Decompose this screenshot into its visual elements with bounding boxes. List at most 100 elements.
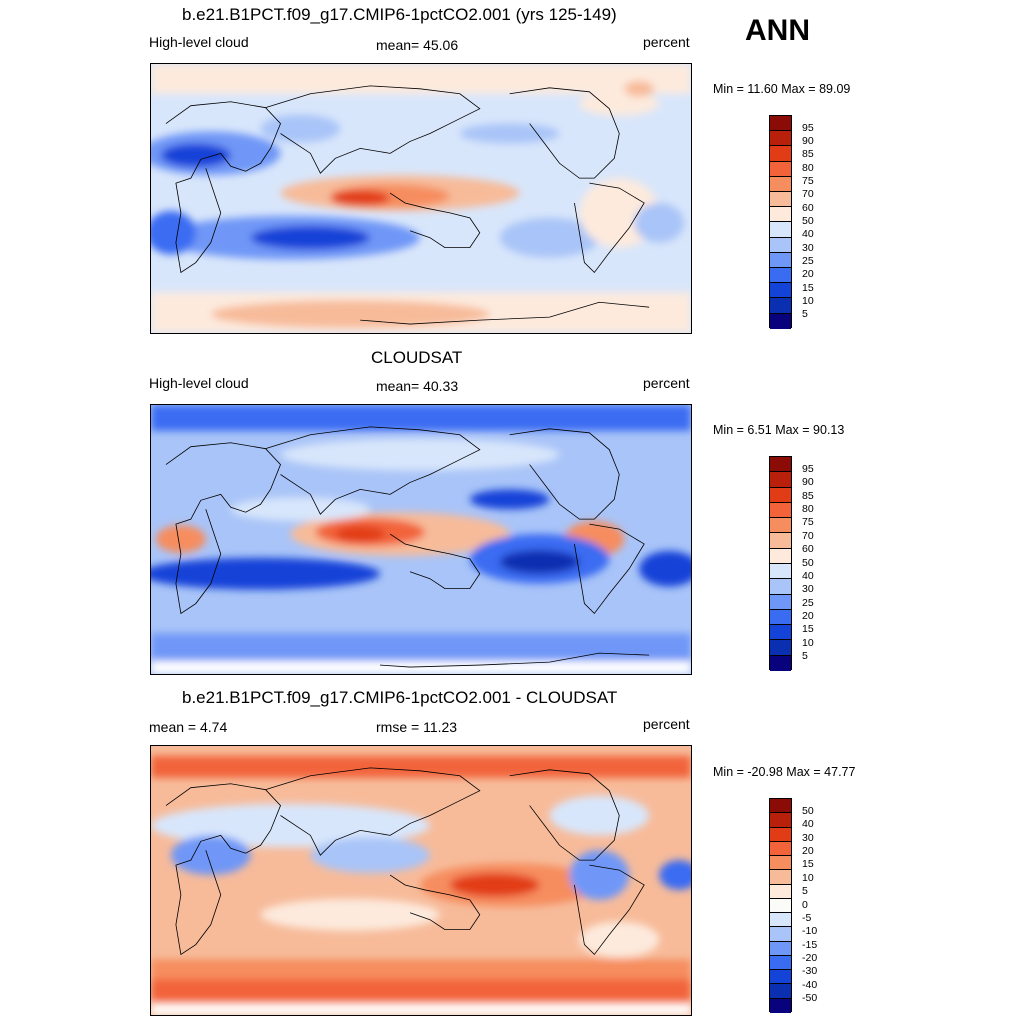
panel-2-map	[150, 404, 692, 675]
panel-3-units-label: percent	[643, 716, 690, 732]
panel-3-colorbar	[769, 798, 792, 1013]
colorbar-tick-label: 50	[802, 804, 814, 817]
colorbar-segment	[770, 487, 791, 503]
colorbar-tick-label: 50	[802, 556, 814, 569]
colorbar-tick-label: -15	[802, 938, 818, 951]
panel-1-minmax: Min = 11.60 Max = 89.09	[713, 82, 851, 96]
panel-1-contour-field	[151, 64, 691, 333]
colorbar-segment	[770, 640, 791, 656]
colorbar-tick-label: 15	[802, 858, 814, 871]
colorbar-segment	[770, 131, 791, 147]
panel-1-coastlines	[165, 85, 650, 325]
colorbar-segment	[770, 594, 791, 610]
colorbar-segment	[770, 313, 791, 329]
panel-2-minmax: Min = 6.51 Max = 90.13	[713, 423, 845, 437]
colorbar-tick-label: 20	[802, 268, 814, 281]
colorbar-tick-label: 10	[802, 636, 814, 649]
colorbar-tick-label: 15	[802, 623, 814, 636]
colorbar-segment	[770, 146, 791, 162]
panel-3-coastlines	[165, 767, 645, 956]
colorbar-segment	[770, 176, 791, 193]
panel-3-title: b.e21.B1PCT.f09_g17.CMIP6-1pctCO2.001 - …	[182, 688, 618, 707]
colorbar-segment	[770, 655, 791, 671]
panel-3-map	[150, 745, 692, 1016]
colorbar-tick-label: 0	[802, 898, 808, 911]
panel-2-units-label: percent	[643, 375, 690, 391]
colorbar-segment	[770, 998, 791, 1013]
season-label: ANN	[745, 14, 810, 47]
colorbar-segment	[770, 222, 791, 238]
colorbar-tick-label: 10	[802, 294, 814, 307]
colorbar-tick-label: 70	[802, 188, 814, 201]
colorbar-tick-label: 85	[802, 148, 814, 161]
colorbar-tick-label: 95	[802, 121, 814, 134]
colorbar-segment	[770, 984, 791, 999]
colorbar-tick-label: 5	[802, 308, 808, 321]
colorbar-tick-label: 75	[802, 175, 814, 188]
colorbar-segment	[770, 116, 791, 132]
colorbar-tick-label: -20	[802, 952, 818, 964]
colorbar-tick-label: 20	[802, 610, 814, 622]
colorbar-segment	[770, 856, 791, 871]
panel-1-map	[150, 63, 692, 334]
colorbar-segment	[770, 472, 791, 488]
colorbar-segment	[770, 457, 791, 473]
colorbar-tick-label: 95	[802, 462, 814, 475]
colorbar-tick-label: 25	[802, 254, 814, 267]
panel-2-variable-label: High-level cloud	[149, 375, 249, 391]
colorbar-tick-label: 30	[802, 831, 814, 844]
colorbar-segment	[770, 207, 791, 223]
colorbar-tick-label: -30	[802, 965, 818, 978]
panel-2-mean-label: mean= 40.33	[376, 378, 459, 394]
colorbar-tick-label: -40	[802, 978, 818, 991]
panel-1-colorbar	[769, 115, 792, 329]
panel-3-minmax: Min = -20.98 Max = 47.77	[713, 765, 856, 779]
colorbar-segment	[770, 192, 791, 208]
colorbar-segment	[770, 955, 791, 971]
colorbar-tick-label: 10	[802, 871, 814, 884]
colorbar-tick-label: 40	[802, 818, 814, 831]
panel-1-title: b.e21.B1PCT.f09_g17.CMIP6-1pctCO2.001 (y…	[182, 5, 617, 24]
colorbar-tick-label: 80	[802, 503, 814, 515]
panel-3-mean-label: mean = 4.74	[149, 719, 228, 735]
colorbar-tick-label: 75	[802, 516, 814, 529]
colorbar-segment	[770, 548, 791, 564]
panel-2-title: CLOUDSAT	[371, 348, 463, 367]
colorbar-segment	[770, 609, 791, 626]
colorbar-tick-label: 60	[802, 201, 814, 214]
panel-3-contour-field	[151, 746, 691, 1015]
colorbar-tick-label: 80	[802, 161, 814, 174]
panel-3-rmse-label: rmse = 11.23	[376, 719, 458, 735]
colorbar-tick-label: -10	[802, 925, 818, 938]
colorbar-tick-label: 85	[802, 489, 814, 502]
colorbar-segment	[770, 884, 791, 899]
colorbar-segment	[770, 913, 791, 928]
colorbar-segment	[770, 579, 791, 595]
panel-2-colorbar	[769, 456, 792, 671]
colorbar-tick-label: 40	[802, 228, 814, 241]
colorbar-segment	[770, 298, 791, 314]
colorbar-segment	[770, 898, 791, 914]
colorbar-tick-label: 90	[802, 476, 814, 489]
colorbar-segment	[770, 870, 791, 885]
colorbar-segment	[770, 237, 791, 253]
colorbar-tick-label: 70	[802, 529, 814, 542]
panel-1-variable-label: High-level cloud	[149, 34, 249, 50]
colorbar-tick-label: 90	[802, 135, 814, 148]
panel-1-units-label: percent	[643, 34, 690, 50]
colorbar-segment	[770, 502, 791, 519]
colorbar-tick-label: 30	[802, 241, 814, 254]
colorbar-segment	[770, 518, 791, 534]
colorbar-segment	[770, 563, 791, 580]
colorbar-segment	[770, 841, 791, 857]
colorbar-tick-label: 5	[802, 885, 808, 898]
colorbar-segment	[770, 533, 791, 549]
colorbar-segment	[770, 625, 791, 641]
panel-1-mean-label: mean= 45.06	[376, 37, 459, 53]
colorbar-tick-label: 30	[802, 583, 814, 596]
colorbar-segment	[770, 161, 791, 177]
colorbar-segment	[770, 283, 791, 299]
colorbar-segment	[770, 970, 791, 985]
colorbar-segment	[770, 827, 791, 842]
colorbar-tick-label: 25	[802, 596, 814, 609]
